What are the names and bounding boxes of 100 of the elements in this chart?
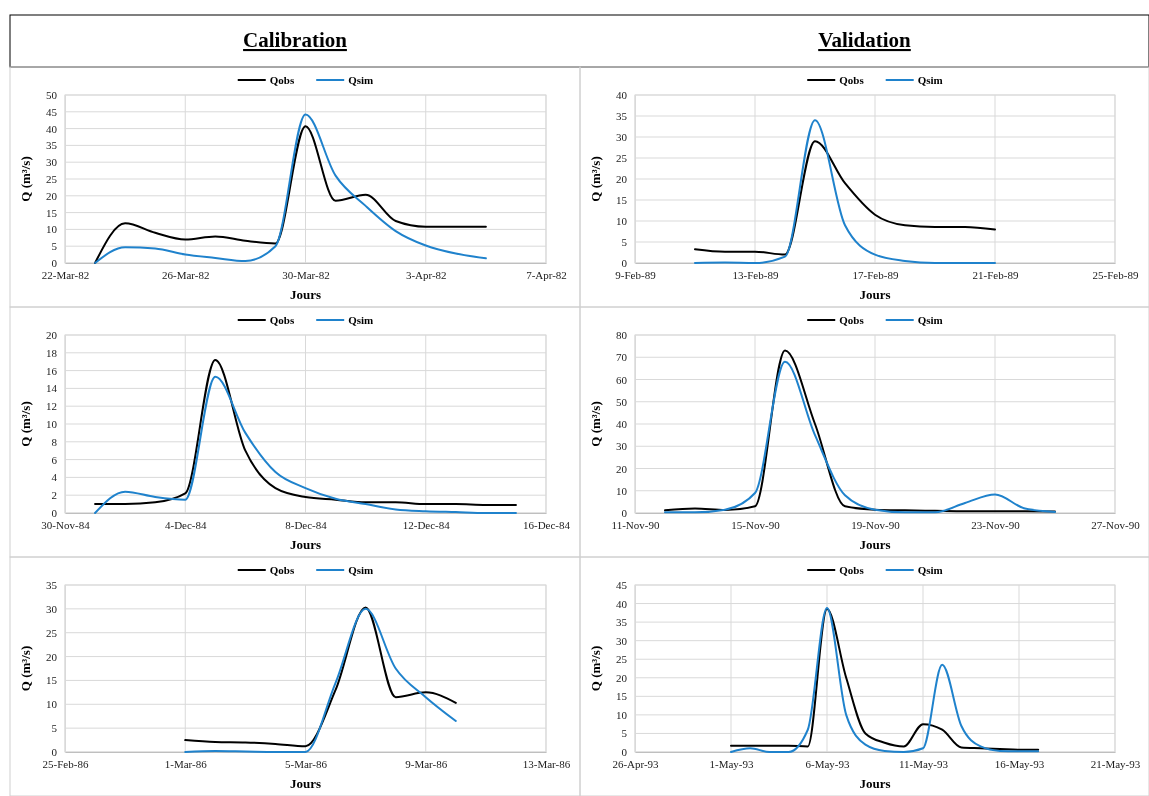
y-tick-label: 35 xyxy=(46,579,58,592)
y-tick-label: 25 xyxy=(616,653,628,666)
y-axis-title: Q (m³/s) xyxy=(588,645,603,692)
legend-label: Qobs xyxy=(269,74,295,86)
x-tick-label: 22-Mar-82 xyxy=(41,268,90,281)
y-axis-title: Q (m³/s) xyxy=(588,401,603,447)
x-tick-label: 23-Nov-90 xyxy=(971,518,1021,531)
y-tick-label: 60 xyxy=(616,373,628,386)
y-tick-label: 10 xyxy=(46,418,58,431)
x-tick-label: 5-Mar-86 xyxy=(285,757,328,770)
x-tick-label: 25-Feb-86 xyxy=(42,757,89,770)
y-tick-label: 30 xyxy=(616,131,628,144)
x-tick-label: 12-Dec-84 xyxy=(402,518,451,531)
y-tick-label: 0 xyxy=(621,257,628,270)
x-tick-label: 8-Dec-84 xyxy=(285,518,328,531)
y-tick-label: 10 xyxy=(616,215,628,228)
y-tick-label: 40 xyxy=(46,122,58,135)
legend-label: Qsim xyxy=(917,314,943,326)
chart-title: Validation xyxy=(818,28,912,52)
x-tick-label: 26-Mar-82 xyxy=(162,268,210,281)
y-tick-label: 10 xyxy=(616,484,628,497)
y-tick-label: 20 xyxy=(616,462,628,475)
y-axis-title: Q (m³/s) xyxy=(18,401,33,447)
y-tick-label: 40 xyxy=(616,418,628,431)
y-tick-label: 45 xyxy=(616,579,628,592)
y-axis-title: Q (m³/s) xyxy=(18,156,33,202)
legend-label: Qsim xyxy=(917,74,943,86)
legend-label: Qobs xyxy=(269,314,295,326)
chart-title: Calibration xyxy=(243,28,348,52)
y-tick-label: 2 xyxy=(51,489,57,502)
y-tick-label: 8 xyxy=(51,435,58,448)
y-tick-label: 40 xyxy=(616,597,628,610)
y-tick-label: 10 xyxy=(46,698,58,711)
y-tick-label: 20 xyxy=(616,173,628,186)
y-tick-label: 14 xyxy=(46,382,58,395)
y-tick-label: 18 xyxy=(46,346,58,359)
y-tick-label: 70 xyxy=(616,351,628,364)
y-tick-label: 40 xyxy=(616,89,628,102)
legend-label: Qobs xyxy=(269,564,295,576)
x-tick-label: 11-May-93 xyxy=(898,757,949,770)
y-tick-label: 0 xyxy=(51,746,58,759)
y-tick-label: 5 xyxy=(621,236,628,249)
x-axis-title: Jours xyxy=(289,776,322,791)
y-tick-label: 80 xyxy=(616,329,628,342)
y-tick-label: 10 xyxy=(46,223,58,236)
y-tick-label: 35 xyxy=(46,139,58,152)
x-tick-label: 17-Feb-89 xyxy=(852,268,899,281)
x-tick-label: 30-Mar-82 xyxy=(282,268,330,281)
x-tick-label: 11-Nov-90 xyxy=(611,518,660,531)
x-tick-label: 4-Dec-84 xyxy=(164,518,208,531)
legend-label: Qobs xyxy=(839,314,865,326)
x-tick-label: 7-Apr-82 xyxy=(526,268,567,281)
y-tick-label: 15 xyxy=(616,194,628,207)
y-axis-title: Q (m³/s) xyxy=(18,645,33,692)
y-tick-label: 50 xyxy=(46,89,58,102)
line-series xyxy=(694,140,996,256)
x-axis-title: Jours xyxy=(289,537,322,552)
line-series xyxy=(94,375,517,514)
y-tick-label: 30 xyxy=(46,602,58,615)
y-tick-label: 20 xyxy=(46,189,58,202)
y-tick-label: 20 xyxy=(46,329,58,342)
legend-label: Qsim xyxy=(348,74,374,86)
x-axis-title: Jours xyxy=(289,287,322,302)
x-tick-label: 21-Feb-89 xyxy=(972,268,1019,281)
x-axis-title: Jours xyxy=(859,776,891,791)
y-tick-label: 30 xyxy=(616,440,628,453)
y-tick-label: 16 xyxy=(46,364,58,377)
y-tick-label: 30 xyxy=(46,156,58,169)
y-tick-label: 5 xyxy=(51,240,58,253)
y-tick-label: 6 xyxy=(51,453,58,466)
x-tick-label: 26-Apr-93 xyxy=(612,757,660,770)
x-tick-label: 25-Feb-89 xyxy=(1092,268,1139,281)
y-tick-label: 5 xyxy=(51,722,58,735)
legend-label: Qobs xyxy=(839,74,865,86)
y-tick-label: 10 xyxy=(616,708,628,721)
y-tick-label: 50 xyxy=(616,395,628,408)
y-tick-label: 20 xyxy=(46,650,58,663)
y-tick-label: 0 xyxy=(51,507,58,520)
x-tick-label: 21-May-93 xyxy=(1090,757,1141,770)
x-tick-label: 27-Nov-90 xyxy=(1091,518,1141,531)
x-tick-label: 13-Feb-89 xyxy=(732,268,779,281)
y-tick-label: 15 xyxy=(616,690,628,703)
legend-label: Qsim xyxy=(917,564,943,576)
legend-label: Qsim xyxy=(348,314,374,326)
x-tick-label: 1-Mar-86 xyxy=(164,757,208,770)
x-tick-label: 13-Mar-86 xyxy=(522,757,571,770)
legend-label: Qobs xyxy=(839,564,865,576)
x-tick-label: 16-Dec-84 xyxy=(522,518,571,531)
y-tick-label: 15 xyxy=(46,206,58,219)
line-series xyxy=(94,358,517,506)
legend-label: Qsim xyxy=(348,564,374,576)
y-tick-label: 4 xyxy=(51,471,58,484)
y-tick-label: 30 xyxy=(616,634,628,647)
y-tick-label: 12 xyxy=(46,400,57,413)
x-tick-label: 16-May-93 xyxy=(994,757,1045,770)
y-tick-label: 45 xyxy=(46,105,58,118)
x-tick-label: 6-May-93 xyxy=(805,757,850,770)
x-tick-label: 1-May-93 xyxy=(709,757,754,770)
y-tick-label: 25 xyxy=(46,173,58,186)
y-tick-label: 35 xyxy=(616,616,628,629)
